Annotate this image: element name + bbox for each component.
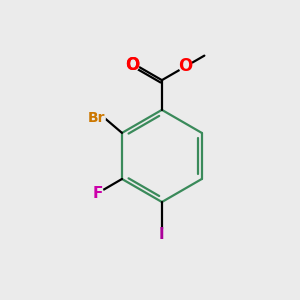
- Circle shape: [126, 59, 139, 72]
- Circle shape: [157, 230, 167, 240]
- Text: O: O: [178, 57, 193, 75]
- Circle shape: [87, 109, 105, 127]
- Circle shape: [179, 60, 192, 73]
- Text: O: O: [125, 56, 139, 74]
- Text: O: O: [125, 56, 139, 74]
- Text: Br: Br: [88, 111, 105, 125]
- Circle shape: [92, 187, 104, 199]
- Text: I: I: [159, 227, 165, 242]
- Text: F: F: [92, 186, 103, 201]
